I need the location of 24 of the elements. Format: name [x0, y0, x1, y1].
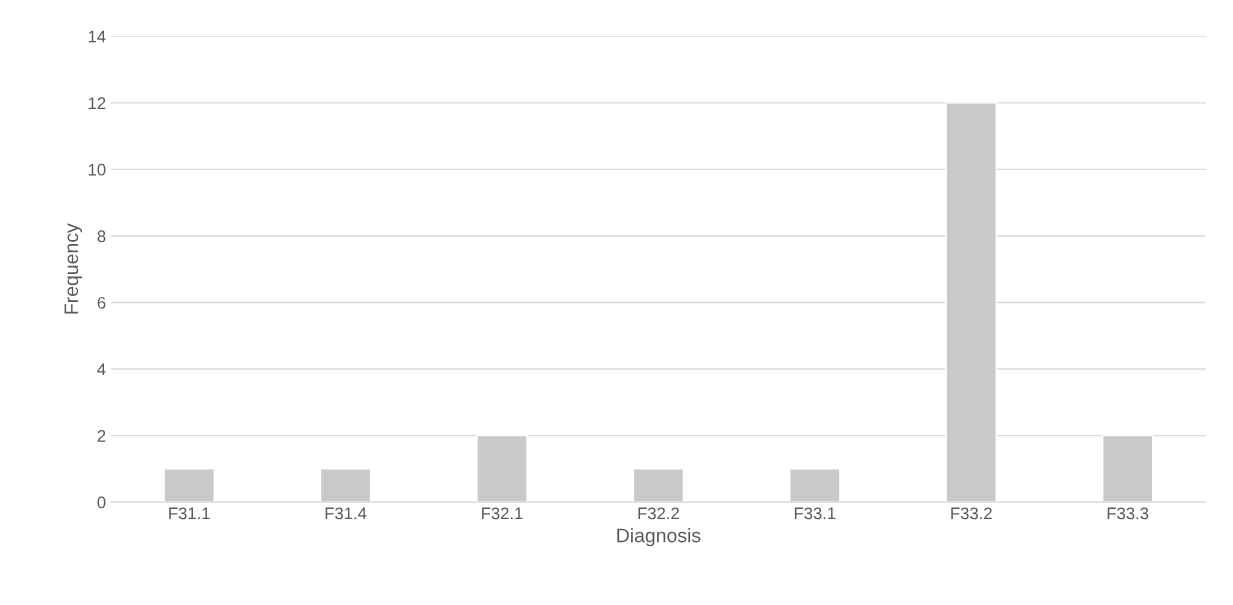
y-tick-label: 0	[97, 496, 106, 509]
x-tick-label: F31.1	[169, 507, 210, 520]
x-tick-label: F33.2	[951, 507, 992, 520]
bar	[945, 102, 997, 503]
bar	[1101, 434, 1154, 503]
x-axis-title: Diagnosis	[617, 528, 701, 547]
x-tick-label: F31.4	[325, 507, 367, 520]
bar	[476, 434, 528, 503]
x-tick-label: F33.3	[1107, 507, 1149, 520]
y-axis-title: Frequency	[64, 223, 83, 314]
bar	[789, 468, 841, 503]
x-tick-label: F32.1	[482, 507, 523, 520]
y-tick-label: 8	[97, 230, 106, 243]
bar	[319, 468, 372, 503]
y-tick-label: 10	[88, 163, 106, 176]
y-tick-label: 2	[97, 430, 106, 442]
bar	[632, 468, 685, 503]
y-tick-label: 6	[97, 296, 106, 309]
y-tick-label: 14	[88, 30, 106, 43]
x-tick-label: F33.1	[794, 507, 836, 520]
bar	[163, 468, 215, 503]
x-tick-label: F32.2	[638, 507, 679, 520]
y-tick-label: 12	[88, 97, 106, 109]
y-tick-label: 4	[97, 363, 106, 376]
